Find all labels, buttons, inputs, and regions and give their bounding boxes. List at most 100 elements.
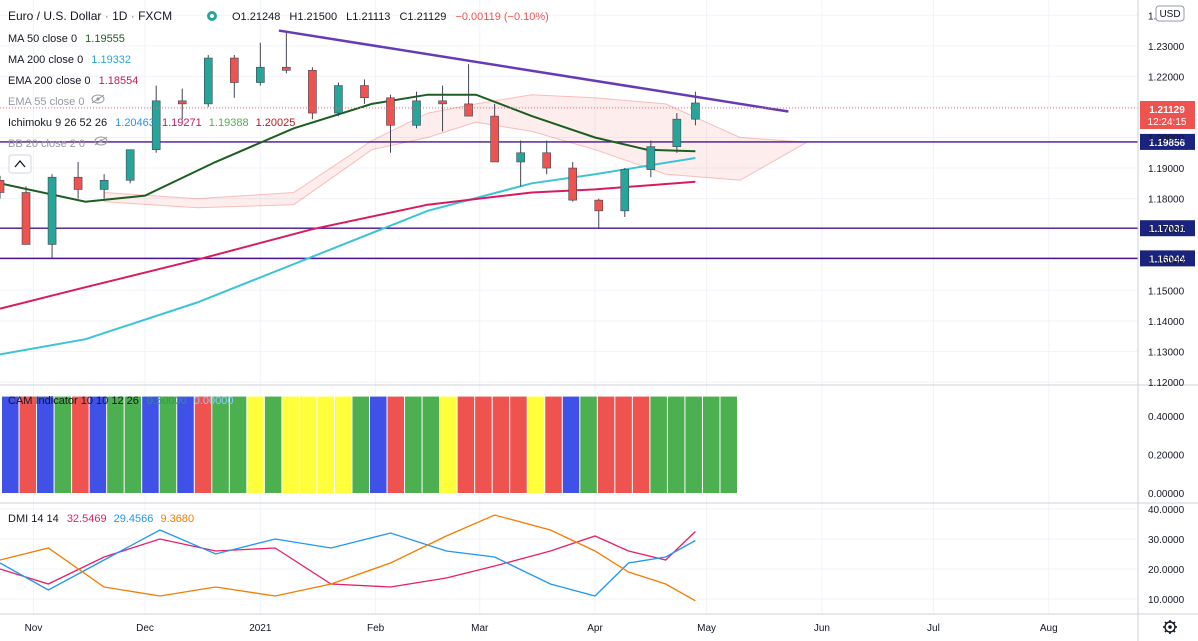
cam-bar <box>597 396 615 493</box>
candle-body <box>282 66 291 71</box>
cam-bar <box>527 396 545 493</box>
legend-ema200[interactable]: EMA 200 close 0 1.18554 <box>8 75 138 87</box>
legend: Euro / U.S. Dollar · 1D · FXCM O1.21248 … <box>8 9 549 525</box>
time-tick-label: Dec <box>136 623 154 634</box>
cam-bar <box>422 396 440 493</box>
candle-body <box>177 100 187 105</box>
eye-hidden-icon-bb[interactable] <box>94 136 108 146</box>
horizontal-levels[interactable]: 1.19856 1.17031 1.16044 <box>0 133 1195 267</box>
legend-cam[interactable]: CAM Indicator 10 10 12 26 0.50000 0.0000… <box>8 395 234 407</box>
cam-bar <box>194 396 212 493</box>
chevron-up-icon <box>14 159 26 168</box>
price-tick-label: 1.15000 <box>1148 286 1185 297</box>
cam-bar <box>685 396 702 493</box>
candle-body <box>21 192 31 245</box>
cam-bar <box>282 396 299 493</box>
current-price-badge: 1.21129 12:24:15 <box>1140 101 1195 129</box>
dmi-axis[interactable]: 40.0000 30.0000 20.0000 10.0000 <box>1148 505 1185 606</box>
current-price-value: 1.21129 <box>1149 105 1185 116</box>
legend-ichimoku[interactable]: Ichimoku 9 26 52 26 1.20463 1.19271 1.19… <box>8 117 295 129</box>
cam-bar <box>440 396 457 493</box>
market-status-icon-inner <box>210 14 214 18</box>
trendline-segment[interactable] <box>278 29 789 113</box>
time-tick-label: Jul <box>927 623 940 634</box>
candle-body <box>203 57 213 105</box>
legend-ema55[interactable]: EMA 55 close 0 <box>8 96 84 108</box>
dmi-tick-label: 20.0000 <box>1148 565 1185 576</box>
cloud-band <box>103 94 809 209</box>
cam-bar <box>317 396 334 493</box>
eye-hidden-icon[interactable] <box>91 94 105 104</box>
legend-symbol-line[interactable]: Euro / U.S. Dollar · 1D · FXCM <box>8 9 172 23</box>
cam-bar <box>54 396 72 493</box>
cam-tick-label: 0.20000 <box>1148 450 1185 461</box>
cam-bar <box>580 396 597 493</box>
dmi-lines <box>0 514 696 602</box>
cam-bar <box>107 396 124 493</box>
cam-bar <box>212 396 229 493</box>
price-tick-label: 1.14000 <box>1148 317 1185 328</box>
candle-body <box>620 169 630 212</box>
candle-body <box>256 66 265 83</box>
dmi-tick-label: 40.0000 <box>1148 505 1185 516</box>
candle-body <box>386 97 395 126</box>
level-badge <box>1140 250 1195 267</box>
legend-dmi[interactable]: DMI 14 14 32.5469 29.4566 9.3680 <box>8 513 194 525</box>
ichimoku-cloud <box>103 94 809 209</box>
ma-line <box>0 93 696 203</box>
dmi-line <box>0 529 696 597</box>
time-tick-label: Apr <box>587 623 603 634</box>
cam-bar <box>142 396 159 493</box>
time-tick-label: Jun <box>814 623 830 634</box>
legend-ma200[interactable]: MA 200 close 0 1.19332 <box>8 54 131 66</box>
price-tick-label: 1.18000 <box>1148 195 1185 206</box>
cam-tick-label: 0.00000 <box>1148 489 1185 500</box>
price-axis[interactable]: 1.240001.230001.220001.210001.200001.190… <box>1148 11 1185 389</box>
time-tick-label: 2021 <box>249 623 272 634</box>
cam-bar <box>632 396 650 493</box>
candle-body <box>646 146 656 170</box>
candlesticks <box>0 30 700 259</box>
candle-body <box>412 100 421 126</box>
time-tick-label: Feb <box>367 623 385 634</box>
cam-bar <box>19 396 37 493</box>
candle-body <box>594 199 604 212</box>
legend-ma50[interactable]: MA 50 close 0 1.19555 <box>8 33 125 45</box>
candle-body <box>151 100 161 151</box>
dmi-line <box>0 531 696 588</box>
ma-line <box>0 157 696 356</box>
time-tick-label: May <box>697 623 716 634</box>
collapse-legend-button[interactable] <box>8 154 32 174</box>
price-tick-label: 1.20000 <box>1148 134 1185 145</box>
candle-body <box>542 152 551 169</box>
level-badge <box>1140 133 1195 150</box>
price-tick-label: 1.19000 <box>1148 164 1185 175</box>
cam-bar <box>615 396 632 493</box>
currency-label: USD <box>1159 9 1180 20</box>
dmi-tick-label: 30.0000 <box>1148 535 1185 546</box>
gear-icon[interactable] <box>1163 620 1177 634</box>
cam-bar <box>247 396 264 493</box>
candle-body <box>464 103 473 117</box>
cam-bar <box>475 396 492 493</box>
ma-line <box>0 180 696 310</box>
candle-body <box>73 176 83 190</box>
cam-bar <box>2 396 19 493</box>
moving-average-series <box>0 93 696 356</box>
cam-bar <box>650 396 667 493</box>
cam-bar <box>229 396 247 493</box>
cam-bar <box>299 396 317 493</box>
candle-body <box>691 102 700 120</box>
cam-axis[interactable]: 0.40000 0.20000 0.00000 <box>1148 412 1185 500</box>
cam-bar <box>334 396 352 493</box>
time-tick-label: Nov <box>25 623 43 634</box>
currency-badge[interactable]: USD <box>1155 5 1185 22</box>
cam-bar <box>510 396 527 493</box>
cam-bar <box>89 396 107 493</box>
candle-body <box>438 100 447 105</box>
legend-bb[interactable]: BB 20 close 2 0 <box>8 138 85 150</box>
price-tick-label: 1.13000 <box>1148 347 1185 358</box>
downtrend-line[interactable] <box>278 29 789 113</box>
time-axis[interactable]: Nov Dec 2021 Feb Mar Apr May Jun Jul Aug <box>25 623 1058 634</box>
